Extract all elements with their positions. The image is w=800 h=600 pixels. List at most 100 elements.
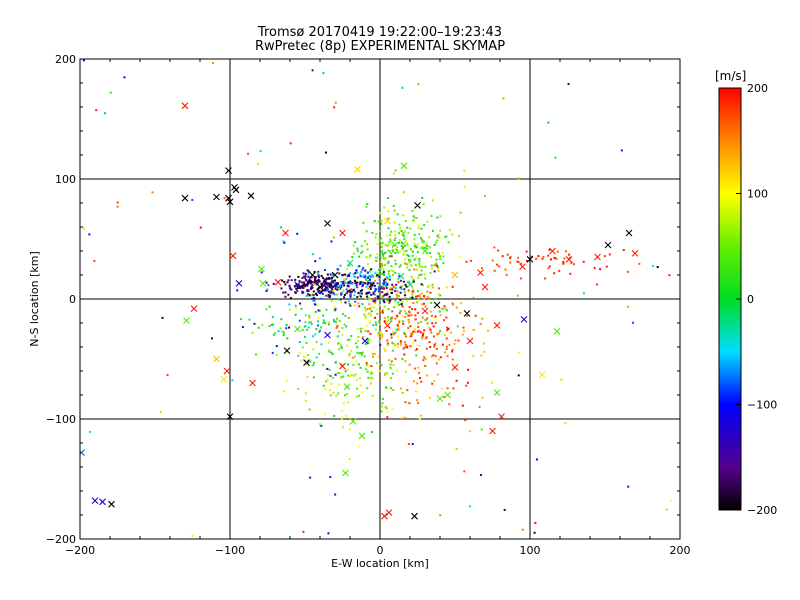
- scatter-point: [446, 355, 449, 358]
- cross-marker: [498, 413, 505, 420]
- cross-marker: [190, 305, 198, 312]
- scatter-point: [402, 242, 405, 245]
- scatter-point: [411, 290, 414, 293]
- scatter-point: [404, 401, 407, 404]
- scatter-point: [548, 265, 551, 268]
- scatter-point: [343, 278, 346, 281]
- scatter-point: [272, 333, 275, 336]
- scatter-point: [380, 410, 383, 413]
- scatter-point: [349, 293, 352, 296]
- scatter-point: [308, 408, 311, 411]
- scatter-point: [328, 368, 331, 371]
- scatter-point: [346, 344, 349, 347]
- scatter-point: [481, 396, 484, 399]
- scatter-point: [421, 335, 424, 338]
- colorbar-ticks: 200 100 0 −100 −200: [736, 82, 777, 517]
- scatter-point: [381, 241, 384, 244]
- scatter-point: [472, 354, 475, 357]
- scatter-point: [608, 253, 611, 256]
- scatter-point: [353, 290, 356, 293]
- scatter-point: [386, 277, 389, 280]
- scatter-point: [383, 206, 386, 209]
- scatter-point: [282, 334, 285, 337]
- scatter-point: [603, 255, 606, 258]
- scatter-point: [517, 351, 520, 354]
- cross-marker: [493, 389, 501, 396]
- scatter-point: [308, 314, 311, 317]
- scatter-point: [385, 407, 388, 410]
- scatter-point: [381, 402, 384, 405]
- scatter-point: [315, 294, 318, 297]
- scatter-point: [304, 283, 307, 286]
- scatter-point: [370, 372, 373, 375]
- scatter-point: [369, 382, 372, 385]
- scatter-point: [453, 342, 456, 345]
- scatter-point: [380, 263, 383, 266]
- scatter-point: [340, 347, 343, 350]
- scatter-point: [384, 386, 387, 389]
- scatter-point: [542, 255, 545, 258]
- scatter-point: [379, 363, 382, 366]
- scatter-point: [388, 295, 391, 298]
- scatter-point: [348, 264, 351, 267]
- cross-marker: [604, 241, 612, 249]
- scatter-point: [317, 317, 320, 320]
- scatter-point: [465, 384, 468, 387]
- scatter-point: [351, 256, 354, 259]
- scatter-point: [599, 268, 602, 271]
- scatter-point: [333, 414, 336, 417]
- scatter-point: [338, 348, 341, 351]
- scatter-point: [411, 288, 414, 291]
- scatter-point: [312, 294, 315, 297]
- scatter-point: [371, 283, 374, 286]
- scatter-point: [363, 275, 366, 278]
- scatter-point: [428, 396, 431, 399]
- scatter-point: [394, 317, 397, 320]
- scatter-point: [322, 384, 325, 387]
- scatter-point: [416, 268, 419, 271]
- scatter-point: [398, 312, 401, 315]
- scatter-point: [390, 265, 393, 268]
- scatter-point: [410, 283, 413, 286]
- scatter-point: [271, 316, 274, 319]
- scatter-point: [362, 266, 365, 269]
- scatter-point: [284, 283, 287, 286]
- scatter-point: [312, 335, 315, 338]
- scatter-point: [367, 280, 370, 283]
- scatter-point: [396, 296, 399, 299]
- scatter-point: [390, 336, 393, 339]
- scatter-point: [367, 376, 370, 379]
- scatter-point: [380, 245, 383, 248]
- scatter-point: [479, 473, 482, 476]
- scatter-point: [332, 285, 335, 288]
- cross-marker: [436, 395, 444, 402]
- scatter-point: [257, 162, 260, 165]
- scatter-point: [558, 269, 561, 272]
- scatter-point: [509, 256, 512, 259]
- scatter-point: [478, 405, 481, 408]
- cross-marker: [229, 252, 237, 260]
- scatter-point: [358, 305, 361, 308]
- scatter-point: [411, 308, 414, 311]
- scatter-point: [405, 312, 408, 315]
- scatter-point: [309, 360, 312, 363]
- scatter-point: [396, 314, 399, 317]
- cross-marker: [384, 217, 391, 225]
- scatter-point: [387, 210, 390, 213]
- scatter-point: [318, 276, 321, 279]
- scatter-point: [282, 331, 285, 334]
- scatter-point: [474, 314, 477, 317]
- scatter-point: [387, 249, 390, 252]
- scatter-point: [350, 290, 353, 293]
- scatter-point: [483, 194, 486, 197]
- cross-marker: [391, 241, 399, 249]
- scatter-point: [455, 306, 458, 309]
- cross-marker: [226, 413, 234, 420]
- scatter-point: [350, 288, 353, 291]
- scatter-point: [422, 240, 425, 243]
- scatter-point: [306, 281, 309, 284]
- scatter-point: [387, 242, 390, 245]
- cross-marker: [213, 193, 220, 201]
- scatter-point: [403, 353, 406, 356]
- scatter-point: [562, 262, 565, 265]
